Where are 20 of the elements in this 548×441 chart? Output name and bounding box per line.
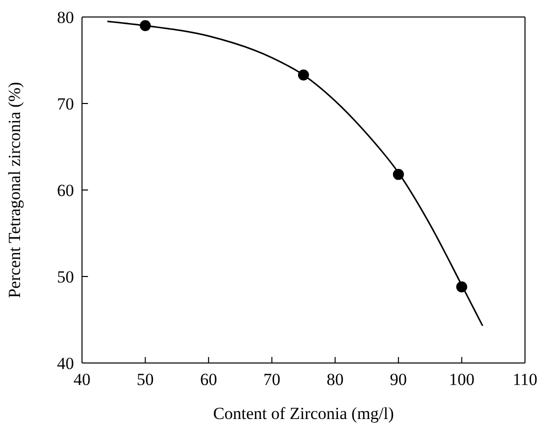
x-tick-label: 40: [74, 370, 90, 390]
line-series: [106, 20, 484, 327]
y-tick-label: 50: [57, 268, 74, 287]
point: [140, 20, 151, 32]
y-tick-label: 70: [57, 94, 74, 114]
y-axis-title: Percent Tetragonal zirconia (%): [5, 82, 24, 298]
y-tick-label: 80: [57, 8, 74, 28]
x-tick-label: 90: [390, 370, 407, 390]
x-tick-label: 70: [263, 370, 280, 390]
point: [456, 281, 468, 292]
x-tick-label: 110: [512, 370, 538, 390]
y-tick-label: 40: [57, 354, 74, 374]
x-axis-title: Content of Zirconia (mg/l): [213, 404, 394, 423]
y-tick-label: 60: [57, 181, 74, 200]
x-tick-label: 50: [136, 370, 154, 390]
point: [298, 69, 309, 80]
x-tick-label: 100: [448, 370, 474, 390]
x-tick-label: 80: [326, 370, 344, 390]
point: [392, 168, 404, 180]
x-tick-label: 60: [200, 370, 218, 390]
